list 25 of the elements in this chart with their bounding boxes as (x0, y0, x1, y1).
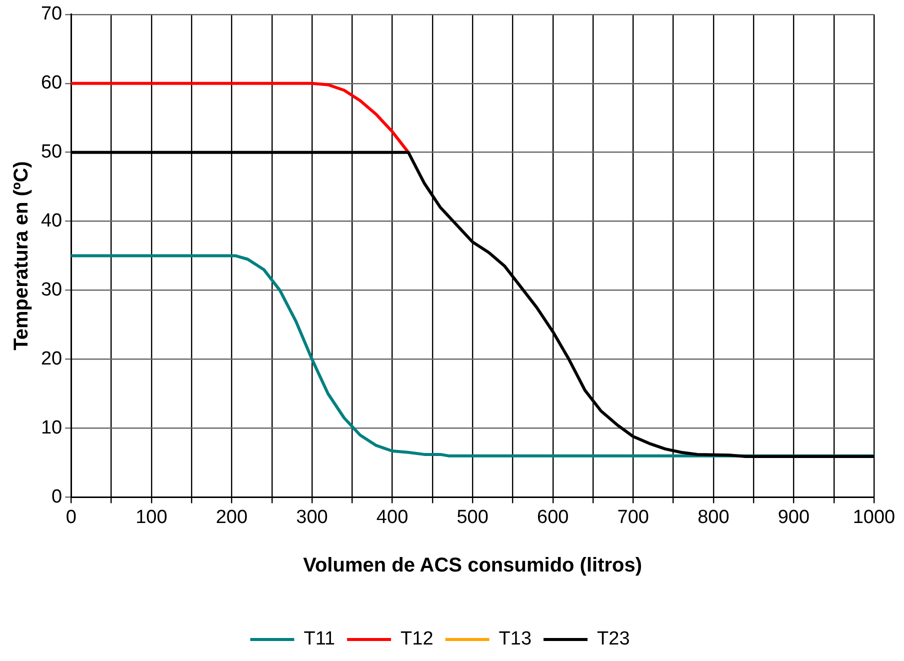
legend-label: T11 (304, 628, 336, 650)
x-tick-label: 800 (698, 506, 730, 528)
x-tick-label: 100 (136, 506, 168, 528)
x-tick-label: 600 (537, 506, 569, 528)
y-tick-label: 30 (40, 280, 62, 301)
y-tick-label: 50 (40, 142, 62, 163)
x-tick-label: 900 (778, 506, 810, 528)
x-tick-label: 1000 (852, 506, 896, 528)
legend-label: T13 (498, 628, 532, 650)
y-tick-label: 40 (40, 210, 62, 232)
legend-label: T12 (400, 628, 434, 650)
x-axis-title: Volumen de ACS consumido (litros) (303, 554, 642, 577)
x-tick-label: 500 (456, 506, 488, 528)
legend-label: T23 (597, 628, 630, 650)
y-tick-label: 20 (40, 348, 62, 370)
y-tick-label: 60 (40, 72, 62, 94)
x-tick-label: 400 (376, 506, 408, 528)
y-tick-label: 70 (40, 4, 62, 25)
x-tick-label: 300 (296, 506, 328, 528)
y-tick-label: 0 (52, 486, 62, 508)
y-tick-label: 10 (40, 417, 62, 438)
x-tick-label: 200 (216, 506, 248, 528)
x-tick-label: 700 (617, 506, 649, 528)
x-tick-label: 0 (66, 506, 76, 528)
y-axis-title: Temperatura en (ºC) (10, 161, 33, 350)
